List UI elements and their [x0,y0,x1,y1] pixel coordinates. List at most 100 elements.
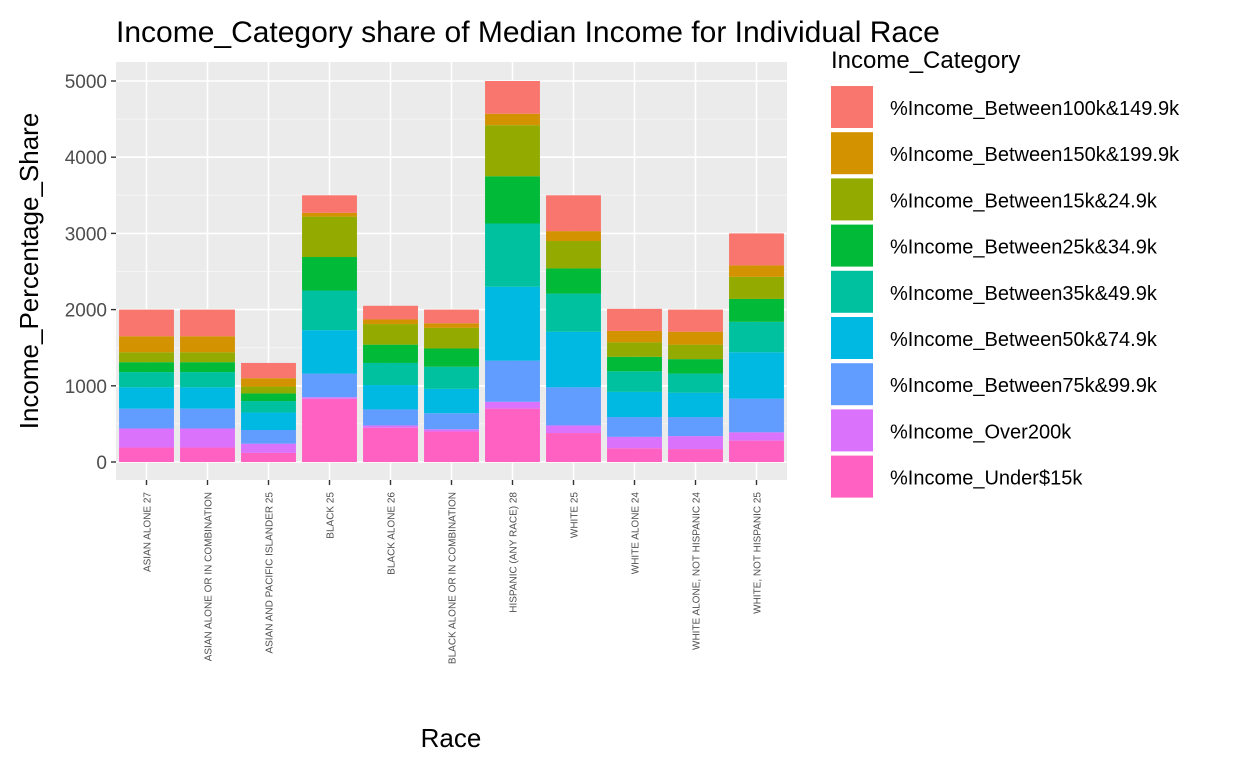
bar-segment [363,409,418,426]
bar-segment [241,393,296,402]
bar-segment [180,352,235,363]
y-tick-label: 5000 [65,72,107,93]
bar-segment [485,286,540,361]
bar-segment [546,293,601,332]
bar-segment [424,348,479,367]
bar-segment [180,387,235,409]
bar-segment [424,388,479,414]
legend-label: %Income_Between150k&199.9k [890,144,1180,166]
x-tick-label: BLACK ALONE 26 [387,492,398,575]
legend-label: %Income_Between75k&99.9k [890,375,1158,397]
bar-segment [607,391,662,418]
bar-segment [363,425,418,428]
bar-segment [119,352,174,363]
bar-segment [729,298,784,322]
legend-label: %Income_Between35k&49.9k [890,283,1158,305]
x-tick-label: ASIAN ALONE 27 [143,492,154,572]
bar-segment [424,366,479,389]
x-tick-label: BLACK 25 [326,492,337,539]
bar-segment [180,408,235,429]
bar-segment [241,362,296,379]
bar-segment [363,324,418,345]
bar-segment [302,216,357,258]
bar-segment [668,373,723,393]
bar-segment [241,386,296,394]
x-tick-label: WHITE ALONE, NOT HISPANIC 24 [692,492,703,650]
chart-title: Income_Category share of Median Income f… [116,16,940,49]
bar-segment [119,362,174,373]
bar-segment [424,309,479,324]
bar-segment [546,331,601,388]
bar-segment [607,356,662,372]
y-tick-label: 3000 [65,224,107,245]
bar-segment [607,330,662,343]
x-tick-label: BLACK ALONE OR IN COMBINATION [448,492,459,664]
bar-segment [302,330,357,374]
legend-key [831,409,873,452]
bar-segment [241,443,296,453]
legend-label: %Income_Between100k&149.9k [890,98,1180,120]
legend-key [831,270,873,313]
bar-segment [119,372,174,388]
bar-segment [546,387,601,426]
x-tick-label: WHITE 25 [570,492,581,539]
legend: %Income_Between100k&149.9k %Income_Betwee… [831,86,1180,498]
bar-segment [485,223,540,287]
legend-title: Income_Category [831,47,1020,74]
bar-segment [607,342,662,357]
bar-segment [546,231,601,242]
bar-segment [485,176,540,224]
bar-segment [668,449,723,462]
bar-segment [302,290,357,331]
x-axis-title: Race [421,723,482,753]
y-tick-label: 4000 [65,148,107,169]
bar-segment [302,195,357,213]
y-axis-title: Income_Percentage_Share [14,113,44,430]
bar-segment [729,276,784,299]
bar-segment [668,436,723,450]
bar-segment [607,448,662,462]
legend-label: %Income_Over200k [890,421,1072,443]
bar-segment [180,362,235,373]
legend-key [831,455,873,498]
bar-segment [241,412,296,430]
bar-segment [729,265,784,277]
legend-label: %Income_Under$15k [890,468,1083,490]
bar-segment [424,431,479,462]
bar-segment [241,452,296,462]
bar-segment [485,408,540,462]
x-tick-label: ASIAN AND PACIFIC ISLANDER 25 [265,492,276,654]
bar-segment [607,308,662,331]
bar-segment [729,352,784,399]
x-axis: ASIAN ALONE 27 ASIAN ALONE OR IN COMBINAT… [143,480,764,664]
bar-segment [363,385,418,410]
bar-segment [729,440,784,462]
bar-segment [668,331,723,345]
bar-segment [119,447,174,462]
x-tick-label: WHITE, NOT HISPANIC 25 [753,492,764,614]
bar-segment [668,344,723,360]
bar-segment [180,336,235,353]
legend-key [831,86,873,128]
bar-segment [119,387,174,409]
bar-segment [363,344,418,363]
bar-segment [241,378,296,387]
bars [119,81,784,462]
y-tick-label: 0 [96,453,107,474]
bar-segment [546,425,601,434]
x-tick-label: HISPANIC (ANY RACE) 28 [509,492,520,613]
bar-segment [119,309,174,337]
bar-segment [119,408,174,429]
bar-segment [241,401,296,413]
bar-segment [302,397,357,399]
bar-segment [668,392,723,418]
bar-segment [607,371,662,392]
bar-segment [729,432,784,441]
bar-segment [485,81,540,114]
bar-segment [607,436,662,449]
bar-segment [729,398,784,433]
bar-segment [546,433,601,462]
legend-label: %Income_Between25k&34.9k [890,237,1158,259]
bar-segment [668,359,723,374]
bar-segment [607,417,662,437]
